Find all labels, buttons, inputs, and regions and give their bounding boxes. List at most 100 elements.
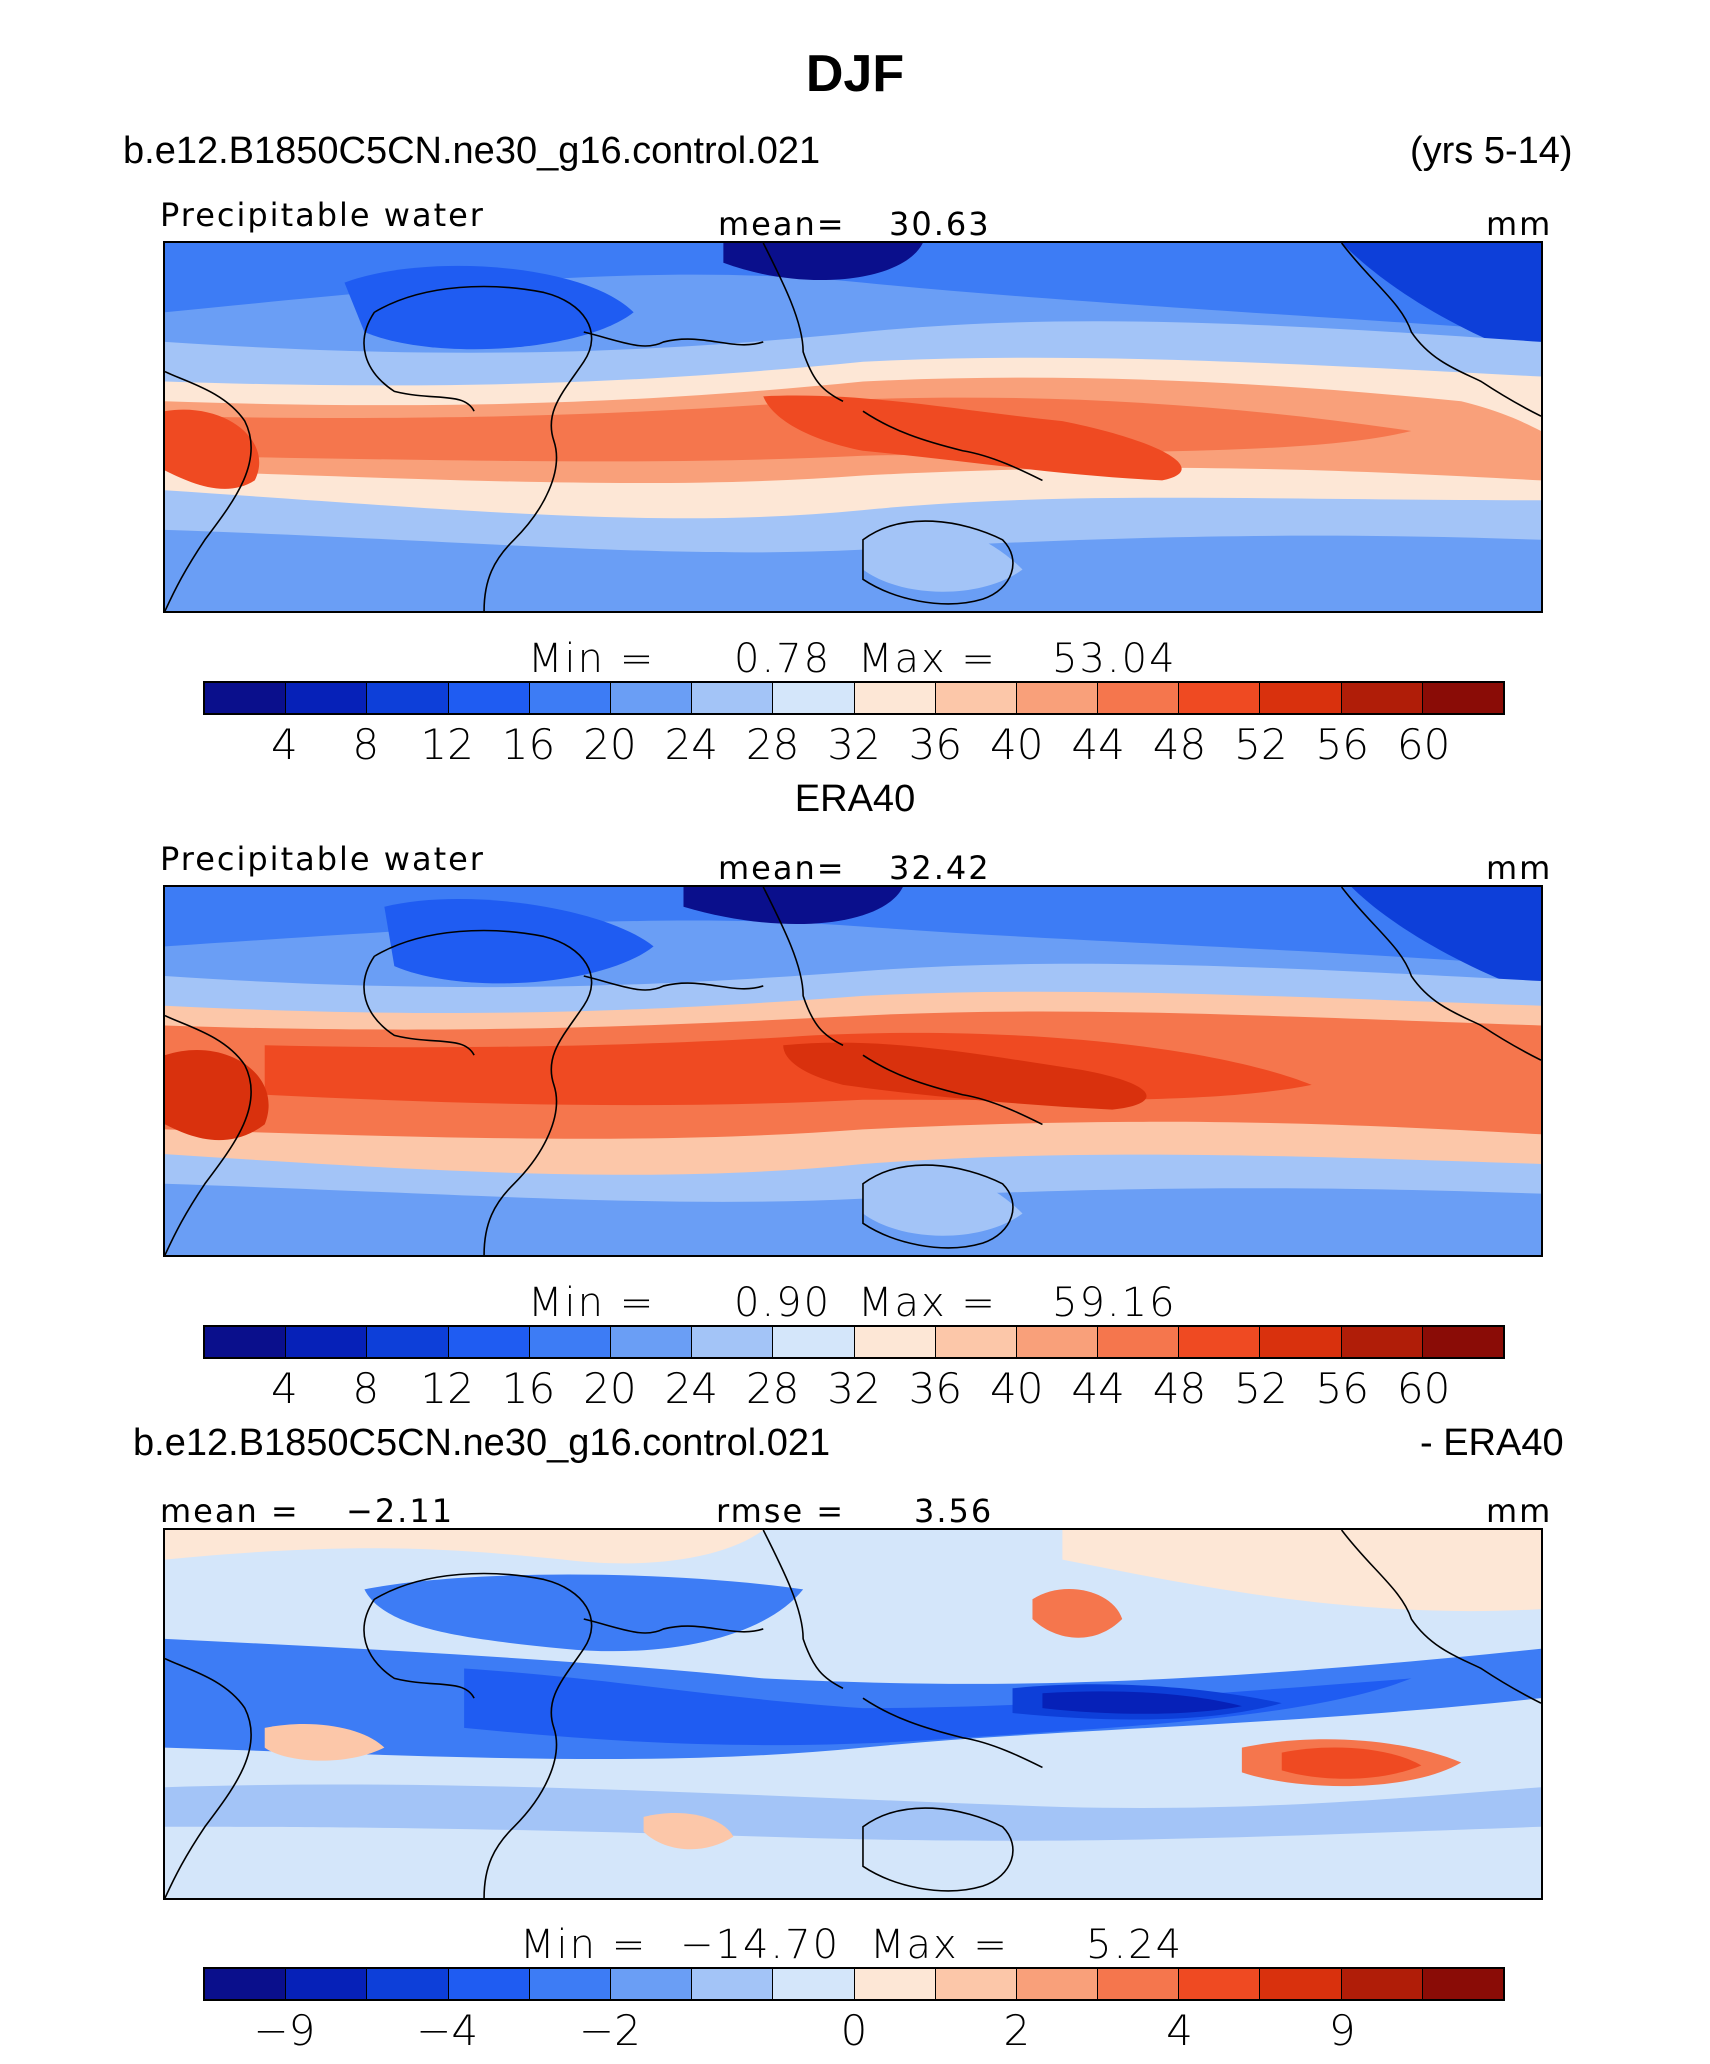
colorbar-cell (448, 683, 530, 713)
contour-band (264, 1723, 385, 1761)
colorbar-cell (1422, 683, 1503, 713)
units-label: mm (1486, 1492, 1553, 1530)
colorbar-cell (448, 1969, 530, 1999)
colorbar-cell (1016, 1969, 1099, 1999)
colorbar-tick-label: 40 (990, 1364, 1044, 1413)
colorbar-cell (367, 1327, 449, 1357)
mean-value: 32.42 (889, 849, 991, 887)
contour-band (165, 1049, 269, 1141)
min-label: Min = (528, 636, 656, 682)
figure-title: DJF (805, 45, 905, 103)
colorbar-cell (1260, 1969, 1342, 1999)
contour-band (1032, 1588, 1123, 1638)
map-plot (165, 1530, 1541, 1898)
colorbar-cell (1422, 1327, 1503, 1357)
contour-band (763, 395, 1182, 481)
colorbar-cell (367, 1969, 449, 1999)
mean-label: mean= (718, 205, 846, 243)
contour-band (344, 265, 634, 350)
colorbar-tick-label: 52 (1234, 1364, 1288, 1413)
variable-label: Precipitable water (160, 840, 485, 878)
coastline (862, 1807, 1014, 1892)
colorbar-cell (610, 1969, 693, 1999)
coastline (862, 1054, 1043, 1126)
colorbar-cell (1260, 683, 1342, 713)
colorbar-cell (1098, 1327, 1180, 1357)
mean-value: −2.11 (346, 1492, 455, 1530)
colorbar-tick-label: 4 (271, 720, 298, 769)
colorbar-tick-label: 44 (1071, 720, 1125, 769)
colorbar-cell (773, 683, 855, 713)
max-label: Max = (870, 1922, 1009, 1968)
colorbar-tick-label: 28 (745, 720, 800, 769)
colorbar-tick-label: 48 (1152, 1364, 1207, 1413)
coastline (363, 311, 475, 412)
contour-band (683, 887, 903, 925)
colorbar-tick-label: 0 (840, 2006, 868, 2055)
map-panel-obs (163, 885, 1543, 1257)
colorbar-cell (935, 1327, 1017, 1357)
colorbar-tick-label: 48 (1152, 720, 1207, 769)
colorbar-tick-label: 20 (583, 720, 637, 769)
colorbar-tick-label: 40 (990, 720, 1044, 769)
colorbar (203, 1325, 1505, 1359)
diff-model-name: b.e12.B1850C5CN.ne30_g16.control.021 (133, 1422, 831, 1464)
colorbar-cell (205, 1969, 287, 1999)
colorbar-cell (610, 1327, 693, 1357)
units-label: mm (1486, 205, 1553, 243)
max-value: 59.16 (1052, 1280, 1177, 1326)
contour-band (643, 1813, 734, 1850)
colorbar-tick-label: 12 (420, 1364, 474, 1413)
colorbar-cell (1341, 1969, 1423, 1999)
colorbar-cell (286, 1969, 368, 1999)
units-label: mm (1486, 849, 1553, 887)
colorbar-cell (1179, 683, 1261, 713)
contour-band (862, 522, 1023, 592)
contour-band (1062, 1530, 1541, 1612)
colorbar-cell (1098, 683, 1180, 713)
colorbar-tick-label: 16 (501, 1364, 556, 1413)
colorbar-tick-label: 44 (1071, 1364, 1125, 1413)
colorbar-cell (692, 1327, 774, 1357)
years-label: (yrs 5-14) (1410, 130, 1573, 172)
map-panel-model (163, 241, 1543, 613)
coastline (583, 1618, 764, 1634)
colorbar-cell (205, 683, 287, 713)
coastline (583, 975, 764, 991)
colorbar-tick-label: 4 (1166, 2006, 1193, 2055)
colorbar-cell (1179, 1327, 1261, 1357)
colorbar-tick-label: 12 (420, 720, 474, 769)
colorbar-cell (1098, 1969, 1180, 1999)
mean-label: mean = (160, 1492, 300, 1530)
colorbar-ticks: −9 −4 −2 0 2 4 9 (203, 2006, 1505, 2055)
coastline (862, 1697, 1043, 1769)
colorbar-tick-label: 8 (352, 720, 380, 769)
map-panel-difference (163, 1528, 1543, 1900)
contour-band (165, 409, 260, 489)
colorbar-tick-label: −9 (253, 2006, 316, 2055)
colorbar-cell (935, 683, 1017, 713)
colorbar-cell (692, 1969, 774, 1999)
colorbar-cell (854, 1327, 936, 1357)
colorbar-tick-label: 8 (352, 1364, 380, 1413)
variable-label: Precipitable water (160, 196, 485, 234)
max-label: Max = (858, 636, 997, 682)
coastline (1340, 887, 1541, 1061)
coastline (165, 1657, 252, 1898)
colorbar-cell (205, 1327, 287, 1357)
contour-band (165, 1784, 1541, 1841)
mean-value: 30.63 (889, 205, 991, 243)
max-value: 53.04 (1052, 636, 1177, 682)
coastline (373, 285, 593, 611)
colorbar (203, 681, 1505, 715)
colorbar-tick-label: 32 (827, 1364, 881, 1413)
colorbar-cell (610, 683, 693, 713)
contour-band (862, 1166, 1023, 1236)
coastline (762, 243, 844, 402)
colorbar-cell (529, 1969, 611, 1999)
contour-band (364, 1574, 804, 1652)
colorbar-tick-label: −4 (416, 2006, 479, 2055)
colorbar-tick-label: 24 (664, 720, 718, 769)
colorbar-cell (286, 1327, 368, 1357)
coastline (373, 929, 593, 1255)
